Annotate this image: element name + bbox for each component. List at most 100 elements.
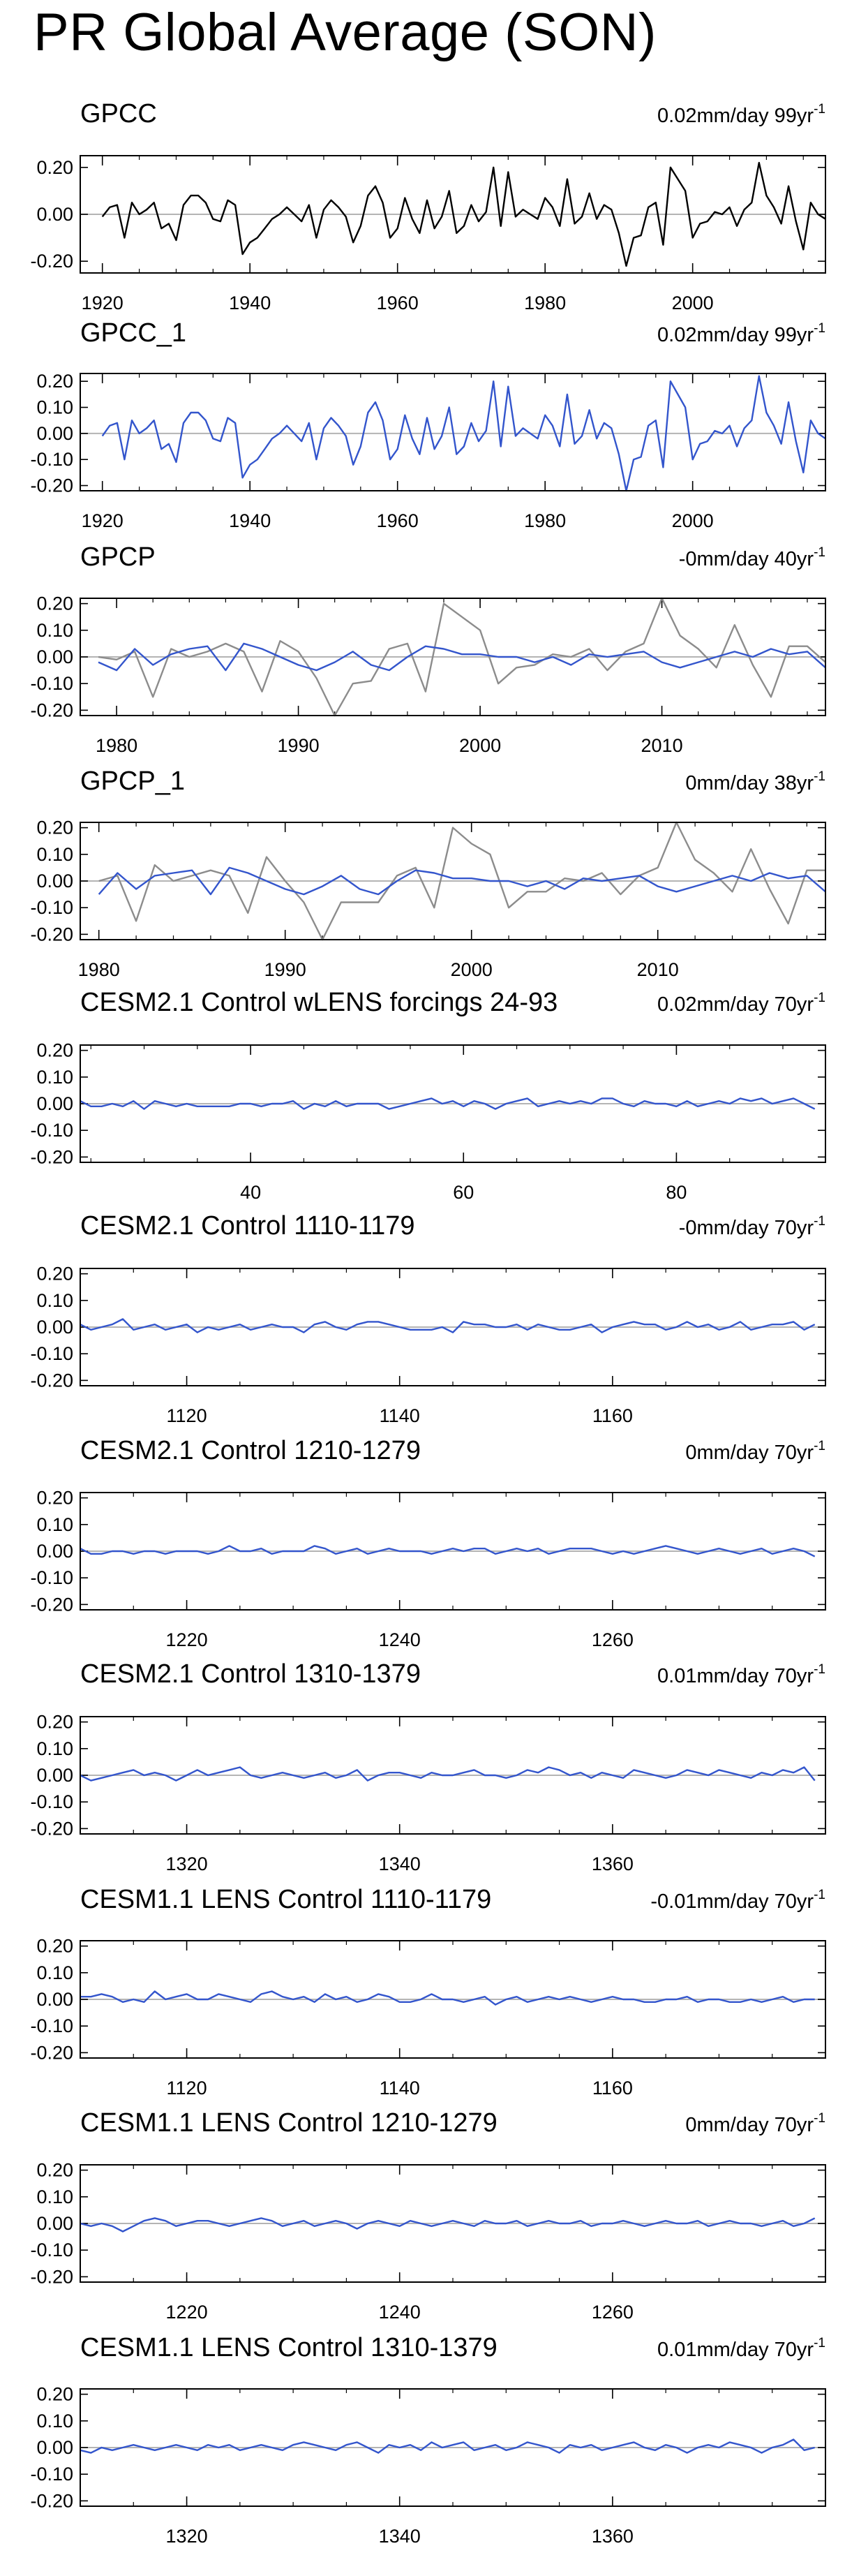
trend-label: -0.01mm/day 70yr-1 xyxy=(650,1888,825,1913)
series-line xyxy=(101,161,826,267)
y-tick-label: 0.00 xyxy=(36,2437,73,2458)
y-tick-label: -0.20 xyxy=(30,2490,73,2511)
y-tick-label: -0.10 xyxy=(30,449,73,470)
y-tick-label: -0.10 xyxy=(30,897,73,918)
chart-title: GPCC_1 xyxy=(80,318,186,348)
trend-label: 0.02mm/day 70yr-1 xyxy=(657,991,825,1016)
y-tick-label: -0.20 xyxy=(30,2042,73,2063)
plot-frame xyxy=(80,1268,826,1386)
chart-panel: GPCC 0.02mm/day 99yr-1 0.20 0.00 -0.20 1920 19… xyxy=(30,99,826,313)
y-tick-label: 0.20 xyxy=(36,371,73,392)
y-tick-label: -0.10 xyxy=(30,2015,73,2036)
x-tick-label: 1360 xyxy=(592,1853,634,1874)
y-tick-label: 0.00 xyxy=(36,204,73,225)
x-tick-label: 1980 xyxy=(524,510,566,531)
x-tick-label: 60 xyxy=(453,1182,474,1203)
y-tick-label: -0.10 xyxy=(30,1791,73,1812)
chart-panel: CESM2.1 Control 1210-1279 0mm/day 70yr-1 0… xyxy=(30,1436,826,1650)
chart-panel: GPCC_1 0.02mm/day 99yr-1 0.20 0.10 0.00 -0.10… xyxy=(30,318,826,531)
plot-frame xyxy=(80,822,826,940)
chart-panel: CESM2.1 Control wLENS forcings 24-93 0.02… xyxy=(30,988,826,1203)
x-tick-label: 1960 xyxy=(377,293,419,313)
y-tick-label: 0.10 xyxy=(36,2411,73,2431)
y-tick-label: 0.10 xyxy=(36,620,73,641)
plot-frame xyxy=(80,155,826,274)
trend-label: 0mm/day 70yr-1 xyxy=(685,1439,825,1464)
series-line xyxy=(80,1318,816,1333)
plot-frame xyxy=(80,1044,826,1163)
y-tick-label: 0.00 xyxy=(36,423,73,444)
chart-title: CESM2.1 Control 1210-1279 xyxy=(80,1436,421,1465)
trend-label: 0mm/day 70yr-1 xyxy=(685,2111,825,2136)
series-line xyxy=(98,597,826,717)
y-tick-label: -0.10 xyxy=(30,2464,73,2485)
x-tick-label: 1980 xyxy=(78,959,120,980)
y-tick-label: 0.00 xyxy=(36,1093,73,1114)
series-line xyxy=(80,1545,816,1557)
trend-label: 0.01mm/day 70yr-1 xyxy=(657,1662,825,1687)
series-line xyxy=(98,866,826,896)
x-tick-label: 1260 xyxy=(592,2302,634,2323)
y-tick-label: 0.20 xyxy=(36,1264,73,1285)
x-tick-label: 1980 xyxy=(96,735,137,756)
x-tick-label: 1160 xyxy=(592,1405,633,1426)
y-tick-label: -0.10 xyxy=(30,2240,73,2260)
y-tick-label: 0.20 xyxy=(36,157,73,178)
y-tick-label: 0.10 xyxy=(36,1290,73,1311)
page-title: PR Global Average (SON) xyxy=(33,3,657,62)
series-line xyxy=(80,1097,816,1110)
series-line xyxy=(80,1766,816,1782)
series-line xyxy=(80,1990,815,2006)
trend-label: -0mm/day 40yr-1 xyxy=(679,545,825,570)
y-tick-label: 0.00 xyxy=(36,1541,73,1562)
y-tick-label: 0.20 xyxy=(36,2384,73,2405)
x-tick-label: 1960 xyxy=(377,510,419,531)
x-tick-label: 2000 xyxy=(459,735,501,756)
y-tick-label: 0.00 xyxy=(36,1989,73,2010)
chart-title: GPCC xyxy=(80,99,157,128)
series-line xyxy=(98,642,826,672)
y-tick-label: 0.20 xyxy=(36,2160,73,2181)
trend-label: -0mm/day 70yr-1 xyxy=(679,1214,825,1239)
y-tick-label: 0.00 xyxy=(36,1317,73,1338)
y-tick-label: 0.10 xyxy=(36,844,73,865)
plot-frame xyxy=(80,2164,826,2283)
plot-frame xyxy=(80,373,826,491)
x-tick-label: 1120 xyxy=(167,1405,207,1426)
chart-title: GPCP_1 xyxy=(80,767,185,796)
x-tick-label: 1360 xyxy=(592,2526,634,2547)
y-tick-label: -0.20 xyxy=(30,1146,73,1167)
trend-label: 0mm/day 38yr-1 xyxy=(685,769,825,794)
y-tick-label: 0.10 xyxy=(36,1738,73,1759)
x-tick-label: 2000 xyxy=(451,959,493,980)
trend-label: 0.02mm/day 99yr-1 xyxy=(657,321,825,346)
y-tick-label: 0.10 xyxy=(36,2186,73,2207)
x-tick-label: 1320 xyxy=(166,1853,208,1874)
x-tick-label: 40 xyxy=(240,1182,261,1203)
plot-frame xyxy=(80,598,826,716)
y-tick-label: -0.20 xyxy=(30,924,73,945)
plot-frame xyxy=(80,1492,826,1611)
plot-frame xyxy=(80,2388,826,2507)
x-tick-label: 1340 xyxy=(379,1853,421,1874)
chart-panel: CESM2.1 Control 1310-1379 0.01mm/day 70yr… xyxy=(30,1659,826,1874)
x-tick-label: 80 xyxy=(666,1182,687,1203)
y-tick-label: 0.20 xyxy=(36,1936,73,1957)
chart-title: CESM2.1 Control wLENS forcings 24-93 xyxy=(80,988,558,1017)
chart-panel: GPCP_1 0mm/day 38yr-1 0.20 0.10 0.00 -0.10 -0.… xyxy=(30,767,826,980)
x-tick-label: 1140 xyxy=(380,1405,420,1426)
y-tick-label: 0.20 xyxy=(36,593,73,614)
plot-frame xyxy=(80,1940,826,2059)
y-tick-label: 0.20 xyxy=(36,1488,73,1509)
chart-title: GPCP xyxy=(80,542,156,572)
x-tick-label: 1340 xyxy=(379,2526,421,2547)
chart-panel: CESM1.1 LENS Control 1110-1179 -0.01mm/da… xyxy=(30,1885,826,2098)
y-tick-label: 0.20 xyxy=(36,1040,73,1061)
x-tick-label: 1980 xyxy=(524,293,566,313)
x-tick-label: 2000 xyxy=(672,293,714,313)
x-tick-label: 1920 xyxy=(82,293,124,313)
y-tick-label: -0.20 xyxy=(30,1370,73,1391)
x-tick-label: 1260 xyxy=(592,1629,634,1650)
x-tick-label: 1220 xyxy=(166,2302,208,2323)
x-tick-label: 1990 xyxy=(264,959,306,980)
